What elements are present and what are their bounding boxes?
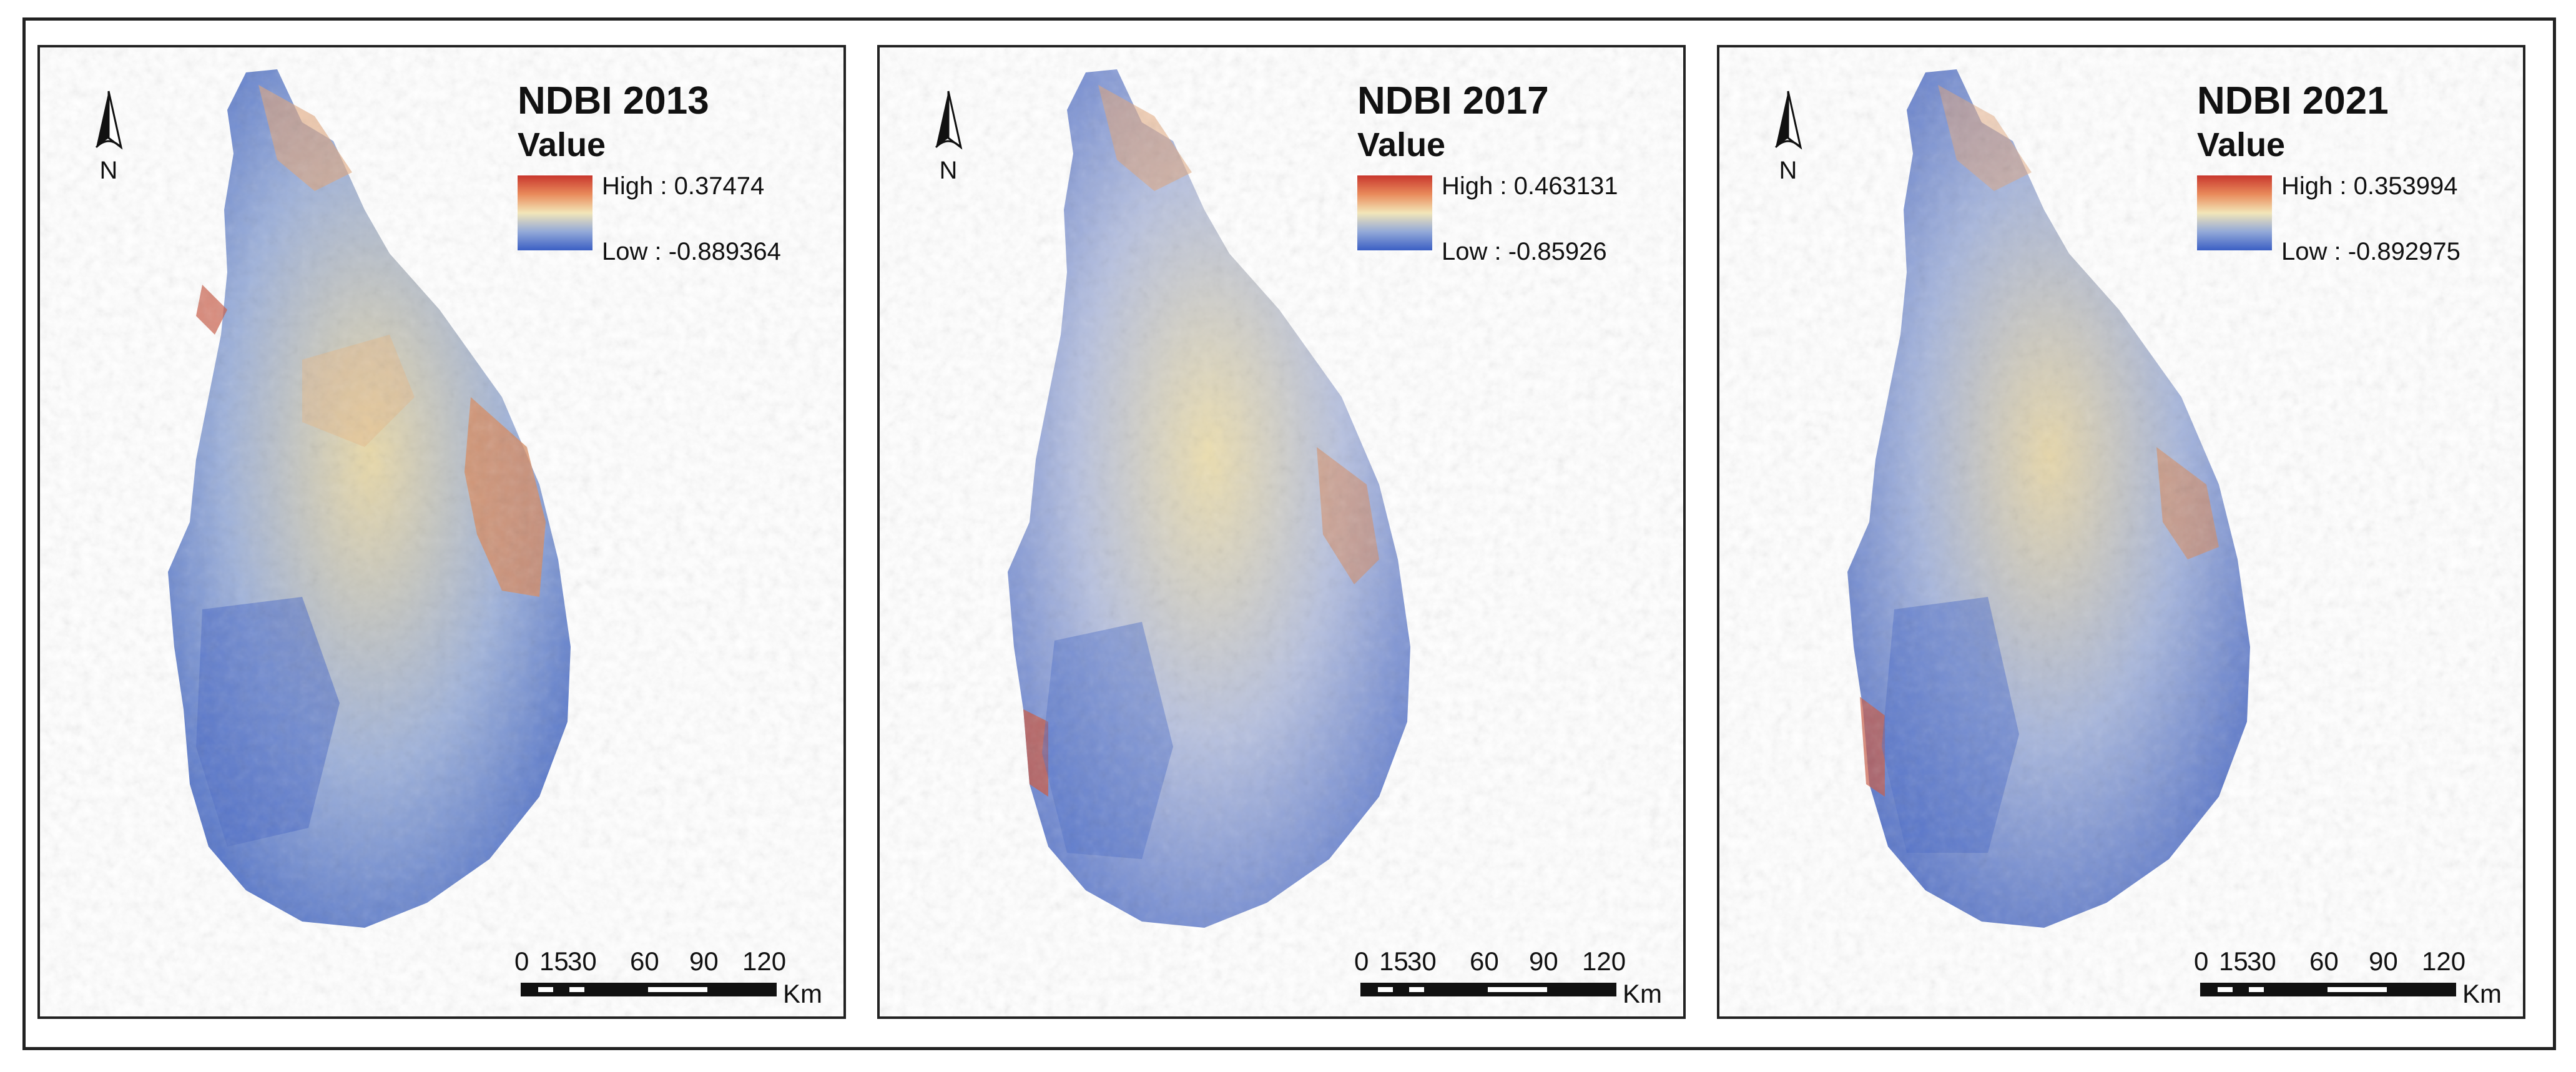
legend-color-ramp bbox=[1357, 175, 1432, 250]
scale-tick: 15 bbox=[539, 947, 569, 976]
map-panel-2017: N NDBI 2017 Value High : 0.463131 Low : … bbox=[877, 45, 1686, 1019]
scale-tick: 90 bbox=[1529, 947, 1558, 976]
panel-title: NDBI 2021 bbox=[2197, 79, 2389, 122]
north-label: N bbox=[940, 157, 958, 184]
sri-lanka-map-2021 bbox=[1719, 47, 2523, 1016]
scale-bar: 0 15 30 60 90 120 Km bbox=[1354, 947, 1683, 1016]
scale-tick: 15 bbox=[1379, 947, 1408, 976]
sri-lanka-map-2013 bbox=[40, 47, 843, 1016]
scale-tick: 0 bbox=[1354, 947, 1369, 976]
scale-tick: 120 bbox=[1582, 947, 1626, 976]
scale-tick: 30 bbox=[1407, 947, 1437, 976]
legend-color-ramp bbox=[2197, 175, 2272, 250]
scale-tick: 60 bbox=[2309, 947, 2339, 976]
scale-tick: 60 bbox=[630, 947, 659, 976]
north-arrow-icon: N bbox=[95, 91, 123, 184]
scale-tick: 120 bbox=[2422, 947, 2466, 976]
scale-unit: Km bbox=[2462, 979, 2502, 1008]
legend-value-label: Value bbox=[518, 126, 606, 164]
legend-low-label: Low : -0.85926 bbox=[1442, 238, 1607, 265]
north-label: N bbox=[1779, 157, 1797, 184]
legend-low-label: Low : -0.889364 bbox=[602, 238, 781, 265]
scale-tick: 30 bbox=[2247, 947, 2276, 976]
legend-low-label: Low : -0.892975 bbox=[2281, 238, 2460, 265]
scale-tick: 90 bbox=[689, 947, 719, 976]
legend-value-label: Value bbox=[1357, 126, 1446, 164]
north-arrow-icon: N bbox=[935, 91, 963, 184]
scale-tick: 0 bbox=[2194, 947, 2209, 976]
scale-unit: Km bbox=[1623, 979, 1662, 1008]
north-label: N bbox=[100, 157, 118, 184]
panel-title: NDBI 2017 bbox=[1357, 79, 1549, 122]
legend-value-label: Value bbox=[2197, 126, 2286, 164]
legend-high-label: High : 0.37474 bbox=[602, 172, 765, 200]
scale-tick: 15 bbox=[2219, 947, 2248, 976]
legend-high-label: High : 0.463131 bbox=[1442, 172, 1618, 200]
legend-high-label: High : 0.353994 bbox=[2281, 172, 2458, 200]
scale-tick: 90 bbox=[2369, 947, 2398, 976]
scale-tick: 30 bbox=[568, 947, 597, 976]
sri-lanka-map-2017 bbox=[880, 47, 1683, 1016]
scale-tick: 120 bbox=[742, 947, 787, 976]
scale-bar: 0 15 30 60 90 120 Km bbox=[2194, 947, 2523, 1016]
legend-color-ramp bbox=[518, 175, 592, 250]
scale-bar: 0 15 30 60 90 120 Km bbox=[514, 947, 843, 1016]
figure-frame bbox=[22, 17, 2556, 1050]
scale-tick: 60 bbox=[1470, 947, 1499, 976]
north-arrow-icon: N bbox=[1774, 91, 1802, 184]
map-panel-2013: N NDBI 2013 Value High : 0.37474 Low : -… bbox=[37, 45, 846, 1019]
scale-unit: Km bbox=[783, 979, 822, 1008]
scale-tick: 0 bbox=[514, 947, 529, 976]
map-panel-2021: N NDBI 2021 Value High : 0.353994 Low : … bbox=[1717, 45, 2525, 1019]
panel-title: NDBI 2013 bbox=[518, 79, 709, 122]
